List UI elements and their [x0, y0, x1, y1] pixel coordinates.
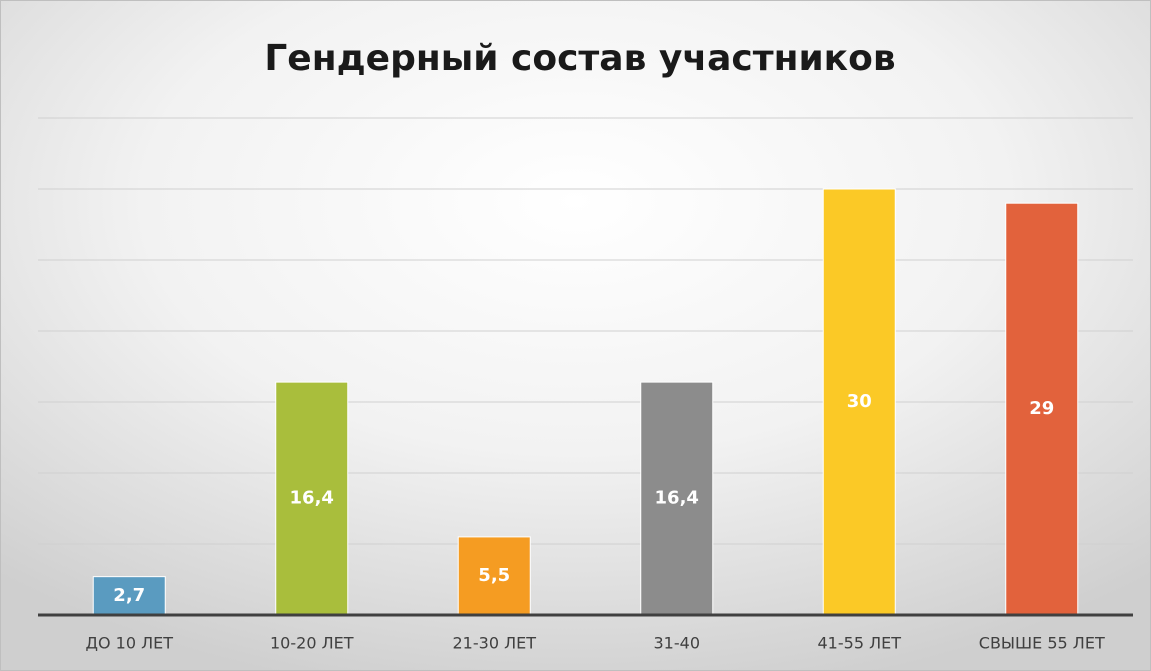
bar [457, 536, 531, 616]
x-tick-label: ДО 10 ЛЕТ [85, 634, 173, 653]
chart-title: Гендерный состав участников [264, 38, 895, 79]
x-tick-label: 10-20 ЛЕТ [270, 634, 354, 653]
data-label: 16,4 [290, 488, 334, 509]
bar [92, 576, 166, 616]
data-label: 16,4 [655, 488, 699, 509]
x-tick-label: 21-30 ЛЕТ [453, 634, 537, 653]
data-label: 2,7 [113, 585, 145, 606]
bar [275, 381, 349, 616]
bar [1005, 202, 1079, 616]
bar [640, 381, 714, 616]
x-tick-label: 31-40 [654, 634, 701, 653]
data-label: 29 [1029, 398, 1054, 419]
x-tick-label: 41-55 ЛЕТ [818, 634, 902, 653]
bar [822, 188, 896, 616]
data-label: 5,5 [478, 565, 510, 586]
x-tick-label: СВЫШЕ 55 ЛЕТ [979, 634, 1105, 653]
data-label: 30 [847, 391, 872, 412]
